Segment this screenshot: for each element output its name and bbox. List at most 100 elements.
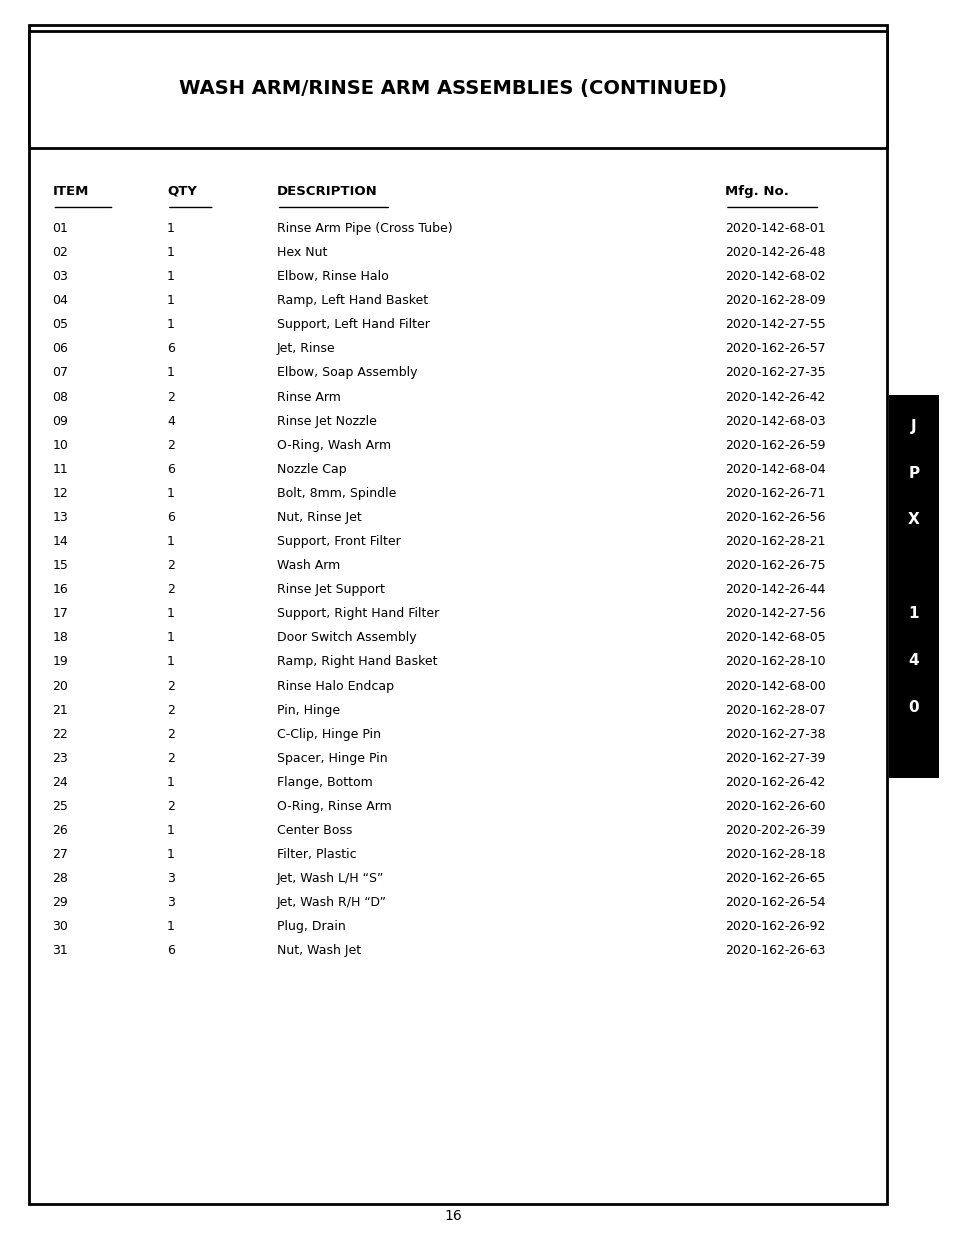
Text: 05: 05 [52, 319, 69, 331]
Text: 2: 2 [167, 752, 174, 764]
Text: 11: 11 [52, 463, 69, 475]
Text: 1: 1 [167, 656, 174, 668]
Text: 28: 28 [52, 872, 69, 885]
Text: Plug, Drain: Plug, Drain [276, 920, 345, 934]
Text: 6: 6 [167, 511, 174, 524]
Text: 1: 1 [167, 920, 174, 934]
Text: 1: 1 [167, 222, 174, 235]
Text: 2020-142-26-42: 2020-142-26-42 [724, 390, 824, 404]
Text: 1: 1 [167, 535, 174, 548]
Text: 1: 1 [167, 270, 174, 283]
Text: Elbow, Soap Assembly: Elbow, Soap Assembly [276, 367, 416, 379]
Text: 2020-142-68-01: 2020-142-68-01 [724, 222, 824, 235]
Text: 1: 1 [167, 294, 174, 308]
Text: 2020-162-28-09: 2020-162-28-09 [724, 294, 824, 308]
Text: Jet, Rinse: Jet, Rinse [276, 342, 335, 356]
Text: 1: 1 [167, 246, 174, 259]
Text: 25: 25 [52, 800, 69, 813]
Text: Center Boss: Center Boss [276, 824, 352, 837]
Text: 2020-142-68-03: 2020-142-68-03 [724, 415, 824, 427]
Text: 07: 07 [52, 367, 69, 379]
Text: 2020-142-26-48: 2020-142-26-48 [724, 246, 824, 259]
Text: 2020-162-26-60: 2020-162-26-60 [724, 800, 824, 813]
Text: 2: 2 [167, 704, 174, 716]
Text: Nut, Rinse Jet: Nut, Rinse Jet [276, 511, 361, 524]
Text: 1: 1 [167, 319, 174, 331]
Text: 2020-162-26-42: 2020-162-26-42 [724, 776, 824, 789]
Text: 16: 16 [52, 583, 69, 597]
Text: 29: 29 [52, 897, 69, 909]
Text: 01: 01 [52, 222, 69, 235]
Text: 16: 16 [444, 1209, 461, 1224]
Text: ITEM: ITEM [52, 185, 89, 198]
Text: QTY: QTY [167, 185, 196, 198]
Text: 2020-162-26-56: 2020-162-26-56 [724, 511, 824, 524]
Text: 26: 26 [52, 824, 69, 837]
Text: Nozzle Cap: Nozzle Cap [276, 463, 346, 475]
Text: 2: 2 [167, 583, 174, 597]
Text: 2020-162-26-75: 2020-162-26-75 [724, 559, 824, 572]
Text: Flange, Bottom: Flange, Bottom [276, 776, 372, 789]
Text: 19: 19 [52, 656, 69, 668]
Text: Ramp, Right Hand Basket: Ramp, Right Hand Basket [276, 656, 436, 668]
FancyBboxPatch shape [29, 31, 886, 148]
Text: 13: 13 [52, 511, 69, 524]
Text: Spacer, Hinge Pin: Spacer, Hinge Pin [276, 752, 387, 764]
Text: 18: 18 [52, 631, 69, 645]
Text: Door Switch Assembly: Door Switch Assembly [276, 631, 416, 645]
Text: Rinse Halo Endcap: Rinse Halo Endcap [276, 679, 394, 693]
Text: 2020-142-27-56: 2020-142-27-56 [724, 608, 824, 620]
Text: 09: 09 [52, 415, 69, 427]
Text: 04: 04 [52, 294, 69, 308]
Text: 22: 22 [52, 727, 69, 741]
Text: O-Ring, Wash Arm: O-Ring, Wash Arm [276, 438, 391, 452]
Text: 1: 1 [167, 848, 174, 861]
Text: 15: 15 [52, 559, 69, 572]
Text: Filter, Plastic: Filter, Plastic [276, 848, 355, 861]
Text: 2020-162-27-38: 2020-162-27-38 [724, 727, 824, 741]
Text: 2020-162-26-92: 2020-162-26-92 [724, 920, 824, 934]
Text: 2: 2 [167, 390, 174, 404]
Text: Ramp, Left Hand Basket: Ramp, Left Hand Basket [276, 294, 427, 308]
Text: 02: 02 [52, 246, 69, 259]
Text: 4: 4 [167, 415, 174, 427]
Text: Jet, Wash L/H “S”: Jet, Wash L/H “S” [276, 872, 384, 885]
Text: 0: 0 [907, 700, 919, 715]
Text: 1: 1 [167, 367, 174, 379]
Text: Rinse Jet Support: Rinse Jet Support [276, 583, 384, 597]
Text: 03: 03 [52, 270, 69, 283]
Text: Pin, Hinge: Pin, Hinge [276, 704, 339, 716]
Text: 14: 14 [52, 535, 69, 548]
Text: 27: 27 [52, 848, 69, 861]
Text: 1: 1 [167, 608, 174, 620]
Text: Support, Left Hand Filter: Support, Left Hand Filter [276, 319, 429, 331]
Text: 2020-142-68-02: 2020-142-68-02 [724, 270, 824, 283]
Text: 2: 2 [167, 679, 174, 693]
Text: 2020-202-26-39: 2020-202-26-39 [724, 824, 824, 837]
Text: Elbow, Rinse Halo: Elbow, Rinse Halo [276, 270, 388, 283]
FancyBboxPatch shape [888, 395, 938, 778]
Text: 1: 1 [167, 631, 174, 645]
Text: 30: 30 [52, 920, 69, 934]
Text: J: J [910, 419, 916, 433]
Text: 21: 21 [52, 704, 69, 716]
Text: 2020-162-26-54: 2020-162-26-54 [724, 897, 824, 909]
Text: 10: 10 [52, 438, 69, 452]
Text: Hex Nut: Hex Nut [276, 246, 327, 259]
Text: 2020-142-68-04: 2020-142-68-04 [724, 463, 824, 475]
Text: 2020-142-68-05: 2020-142-68-05 [724, 631, 825, 645]
Text: 6: 6 [167, 945, 174, 957]
Text: 08: 08 [52, 390, 69, 404]
Text: C-Clip, Hinge Pin: C-Clip, Hinge Pin [276, 727, 380, 741]
Text: X: X [907, 513, 919, 527]
Text: 31: 31 [52, 945, 69, 957]
Text: Support, Front Filter: Support, Front Filter [276, 535, 400, 548]
Text: 3: 3 [167, 872, 174, 885]
Text: 1: 1 [167, 824, 174, 837]
Text: Rinse Jet Nozzle: Rinse Jet Nozzle [276, 415, 376, 427]
Text: Support, Right Hand Filter: Support, Right Hand Filter [276, 608, 438, 620]
Text: 2020-142-68-00: 2020-142-68-00 [724, 679, 825, 693]
Text: Rinse Arm Pipe (Cross Tube): Rinse Arm Pipe (Cross Tube) [276, 222, 452, 235]
Text: Mfg. No.: Mfg. No. [724, 185, 788, 198]
Text: 2: 2 [167, 800, 174, 813]
